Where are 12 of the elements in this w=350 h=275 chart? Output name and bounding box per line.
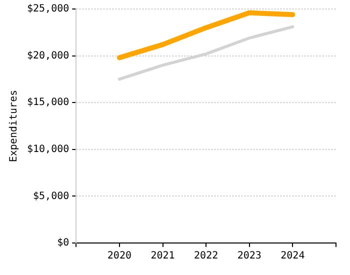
y-axis-title: Expenditures (8, 90, 20, 162)
y-tick-label: $15,000 (26, 97, 70, 108)
x-tick-label: 2022 (194, 250, 218, 262)
y-tick-label: $10,000 (26, 144, 70, 155)
x-tick-label: 2020 (107, 250, 132, 262)
x-tick-label: 2021 (150, 250, 175, 262)
y-tick-label: $0 (57, 238, 70, 249)
x-tick-label: 2023 (237, 250, 262, 262)
y-tick-label: $25,000 (26, 4, 70, 15)
y-tick-label: $5,000 (33, 190, 70, 202)
y-tick-label: $20,000 (26, 50, 70, 62)
x-tick-label: 2024 (280, 250, 305, 262)
